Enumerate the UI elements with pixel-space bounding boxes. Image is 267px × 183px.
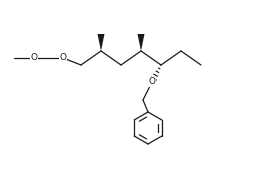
Text: O: O [60,53,66,63]
Text: O: O [148,77,155,87]
Text: O: O [30,53,37,63]
Polygon shape [138,34,144,51]
Polygon shape [97,34,104,51]
